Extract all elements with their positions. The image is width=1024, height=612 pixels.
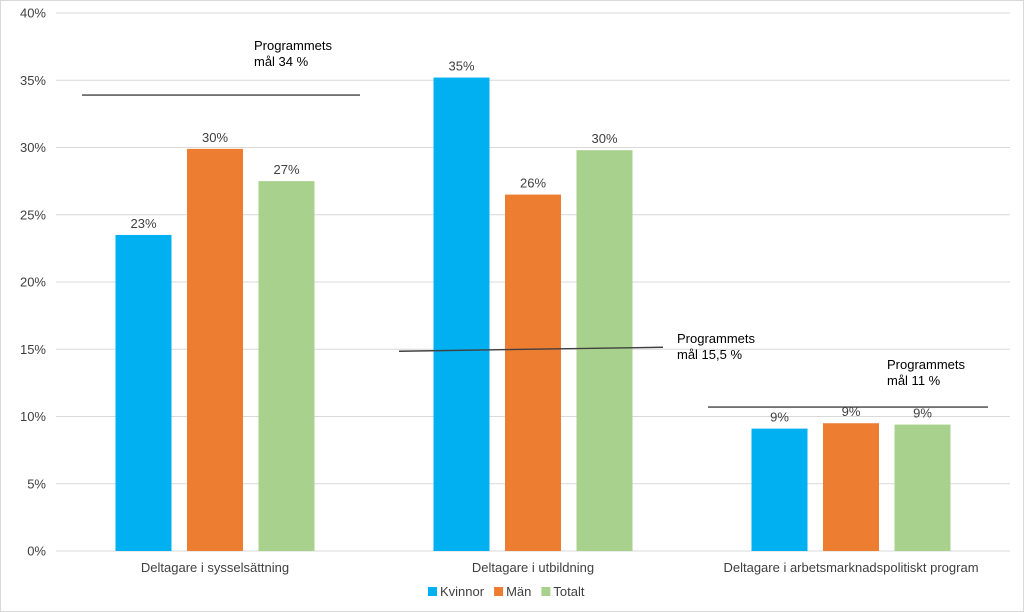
data-labels: 23% 30% 27% 35% 26% 30% 9% 9% 9% [130,59,932,425]
target-line [398,346,664,352]
category-label: Deltagare i sysselsättning [141,560,289,575]
y-tick-label: 40% [20,6,46,21]
data-label: 30% [591,131,617,146]
target-label-title: Programmets [677,331,756,346]
legend-label: Män [506,584,531,599]
data-label: 9% [842,404,861,419]
data-label: 9% [770,410,789,425]
y-tick-label: 35% [20,73,46,88]
y-axis-ticks: 0% 5% 10% 15% 20% 25% 30% 35% 40% [20,6,46,559]
y-tick-label: 30% [20,140,46,155]
y-tick-label: 0% [27,544,46,559]
data-label: 27% [273,162,299,177]
y-tick-label: 10% [20,409,46,424]
bar [258,181,315,551]
bars [115,77,951,552]
data-label: 30% [202,130,228,145]
category-label: Deltagare i arbetsmarknadspolitiskt prog… [723,560,978,575]
data-label: 23% [130,216,156,231]
bar [576,150,633,551]
bar [187,148,243,551]
bar [751,428,808,551]
target-label-value: mål 15,5 % [677,347,742,362]
target-label-title: Programmets [254,38,333,53]
bar [115,234,172,552]
legend-swatch [541,587,551,596]
category-label: Deltagare i utbildning [472,560,594,575]
legend-label: Totalt [553,584,584,599]
bar [823,423,879,551]
target-label-title: Programmets [887,357,966,372]
y-tick-label: 5% [27,476,46,491]
bar [505,194,561,551]
x-axis-categories: Deltagare i sysselsättning Deltagare i ut… [141,560,979,575]
bar [894,424,951,551]
y-tick-label: 20% [20,275,46,290]
data-label: 26% [520,176,546,191]
target-label-value: mål 11 % [887,373,941,388]
y-tick-label: 25% [20,207,46,222]
bar [433,77,490,551]
legend-swatch [494,587,504,596]
legend-swatch [428,587,437,596]
y-tick-label: 15% [20,342,46,357]
legend-label: Kvinnor [440,584,485,599]
data-label: 35% [448,59,474,74]
target-label-value: mål 34 % [254,54,309,69]
data-label: 9% [913,406,932,421]
legend: Kvinnor Män Totalt [428,584,585,599]
